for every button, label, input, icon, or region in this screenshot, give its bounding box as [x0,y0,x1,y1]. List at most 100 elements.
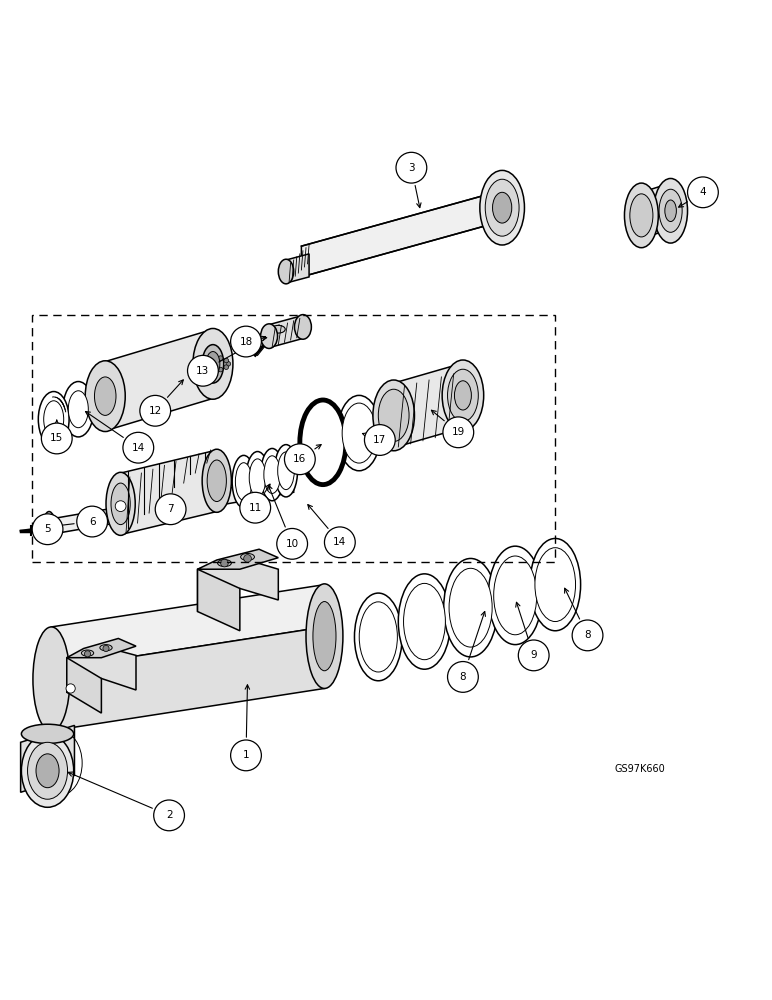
Polygon shape [21,725,74,792]
Circle shape [203,356,208,360]
Text: 19: 19 [452,427,465,437]
Bar [32,315,555,562]
Ellipse shape [193,328,233,399]
Ellipse shape [378,389,409,442]
Circle shape [226,362,231,366]
Ellipse shape [489,546,542,645]
Polygon shape [49,477,293,535]
Circle shape [240,492,271,523]
Ellipse shape [44,401,64,438]
Text: 18: 18 [239,337,252,347]
Circle shape [123,432,154,463]
Text: 16: 16 [293,454,306,464]
Ellipse shape [85,361,125,432]
Circle shape [115,501,126,512]
Polygon shape [301,194,490,277]
Ellipse shape [249,459,266,497]
Text: 14: 14 [334,537,347,547]
Polygon shape [642,183,671,238]
Ellipse shape [63,382,93,437]
Ellipse shape [442,360,484,431]
Text: 17: 17 [373,435,387,445]
Circle shape [32,514,63,545]
Polygon shape [120,450,217,535]
Circle shape [198,365,202,369]
Ellipse shape [404,583,445,660]
Circle shape [364,425,395,455]
Ellipse shape [246,452,269,504]
Circle shape [277,528,307,559]
Text: 9: 9 [530,650,537,660]
Ellipse shape [94,377,116,415]
Circle shape [244,555,252,562]
Ellipse shape [43,512,56,542]
Text: GS97K660: GS97K660 [615,764,665,774]
Ellipse shape [654,178,688,243]
Ellipse shape [28,742,67,799]
Circle shape [198,358,202,363]
Text: 2: 2 [166,810,172,820]
Text: 3: 3 [408,163,415,173]
Ellipse shape [206,352,220,376]
Text: 11: 11 [249,503,262,513]
Circle shape [218,356,223,360]
Ellipse shape [202,345,224,383]
Ellipse shape [659,189,682,232]
Circle shape [218,367,223,372]
Circle shape [154,800,185,831]
Ellipse shape [235,463,252,500]
Ellipse shape [232,455,256,508]
Circle shape [688,177,718,208]
Ellipse shape [480,170,524,245]
Circle shape [42,423,72,454]
Ellipse shape [111,483,130,525]
Ellipse shape [264,456,280,493]
Ellipse shape [300,400,346,485]
Text: 6: 6 [89,517,96,527]
Polygon shape [52,585,324,669]
Text: 10: 10 [286,539,299,549]
Ellipse shape [218,560,232,567]
Circle shape [443,417,474,448]
Text: 1: 1 [242,750,249,760]
Ellipse shape [455,381,472,410]
Ellipse shape [272,325,285,333]
Circle shape [84,651,90,657]
Ellipse shape [530,538,581,631]
Polygon shape [66,646,136,692]
Ellipse shape [313,602,336,671]
Ellipse shape [630,194,653,237]
Ellipse shape [398,574,451,669]
Ellipse shape [354,593,402,681]
Circle shape [396,152,427,183]
Polygon shape [394,363,463,448]
Polygon shape [66,638,136,658]
Ellipse shape [36,754,59,788]
Ellipse shape [275,445,297,497]
Ellipse shape [22,724,73,743]
Ellipse shape [278,452,294,490]
Circle shape [195,362,200,366]
Ellipse shape [373,380,415,451]
Text: 5: 5 [44,524,51,534]
Text: 8: 8 [459,672,466,682]
Ellipse shape [486,179,519,236]
Text: 7: 7 [168,504,174,514]
Ellipse shape [665,200,676,222]
Polygon shape [66,658,101,713]
Ellipse shape [449,568,493,647]
Ellipse shape [81,650,93,656]
Circle shape [188,355,218,386]
Polygon shape [490,182,515,229]
Ellipse shape [39,392,69,447]
Ellipse shape [241,553,255,560]
Ellipse shape [22,734,73,807]
Ellipse shape [261,324,278,348]
Circle shape [140,395,171,426]
Polygon shape [52,627,324,731]
Ellipse shape [337,395,381,471]
Circle shape [572,620,603,651]
Circle shape [284,444,315,475]
Circle shape [231,740,262,771]
Ellipse shape [625,183,659,248]
